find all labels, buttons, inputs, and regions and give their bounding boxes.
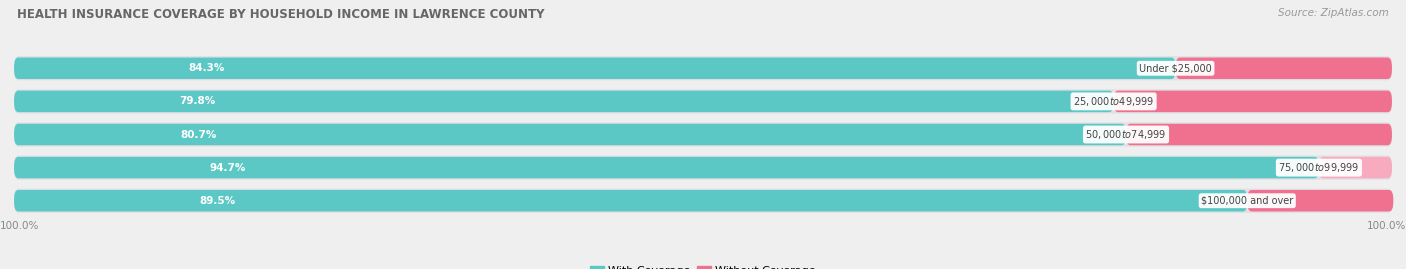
Text: 84.3%: 84.3% [188, 63, 225, 73]
FancyBboxPatch shape [14, 56, 1392, 80]
FancyBboxPatch shape [14, 190, 1247, 211]
FancyBboxPatch shape [1126, 124, 1392, 145]
FancyBboxPatch shape [14, 155, 1392, 180]
FancyBboxPatch shape [14, 124, 1126, 145]
FancyBboxPatch shape [14, 91, 1114, 112]
FancyBboxPatch shape [14, 157, 1319, 178]
FancyBboxPatch shape [14, 89, 1392, 114]
Text: $75,000 to $99,999: $75,000 to $99,999 [1278, 161, 1360, 174]
FancyBboxPatch shape [1175, 58, 1392, 79]
Text: 80.7%: 80.7% [181, 129, 218, 140]
Text: 100.0%: 100.0% [0, 221, 39, 231]
Text: Source: ZipAtlas.com: Source: ZipAtlas.com [1278, 8, 1389, 18]
Text: 79.8%: 79.8% [179, 96, 215, 107]
FancyBboxPatch shape [14, 189, 1392, 213]
FancyBboxPatch shape [14, 122, 1392, 147]
FancyBboxPatch shape [1114, 91, 1392, 112]
FancyBboxPatch shape [1319, 157, 1392, 178]
Text: 94.7%: 94.7% [209, 162, 246, 173]
Legend: With Coverage, Without Coverage: With Coverage, Without Coverage [586, 261, 820, 269]
Text: $100,000 and over: $100,000 and over [1201, 196, 1294, 206]
Text: HEALTH INSURANCE COVERAGE BY HOUSEHOLD INCOME IN LAWRENCE COUNTY: HEALTH INSURANCE COVERAGE BY HOUSEHOLD I… [17, 8, 544, 21]
Text: $25,000 to $49,999: $25,000 to $49,999 [1073, 95, 1154, 108]
Text: Under $25,000: Under $25,000 [1139, 63, 1212, 73]
Text: 100.0%: 100.0% [1367, 221, 1406, 231]
FancyBboxPatch shape [14, 58, 1175, 79]
Text: $50,000 to $74,999: $50,000 to $74,999 [1085, 128, 1167, 141]
Text: 89.5%: 89.5% [200, 196, 235, 206]
FancyBboxPatch shape [1247, 190, 1393, 211]
